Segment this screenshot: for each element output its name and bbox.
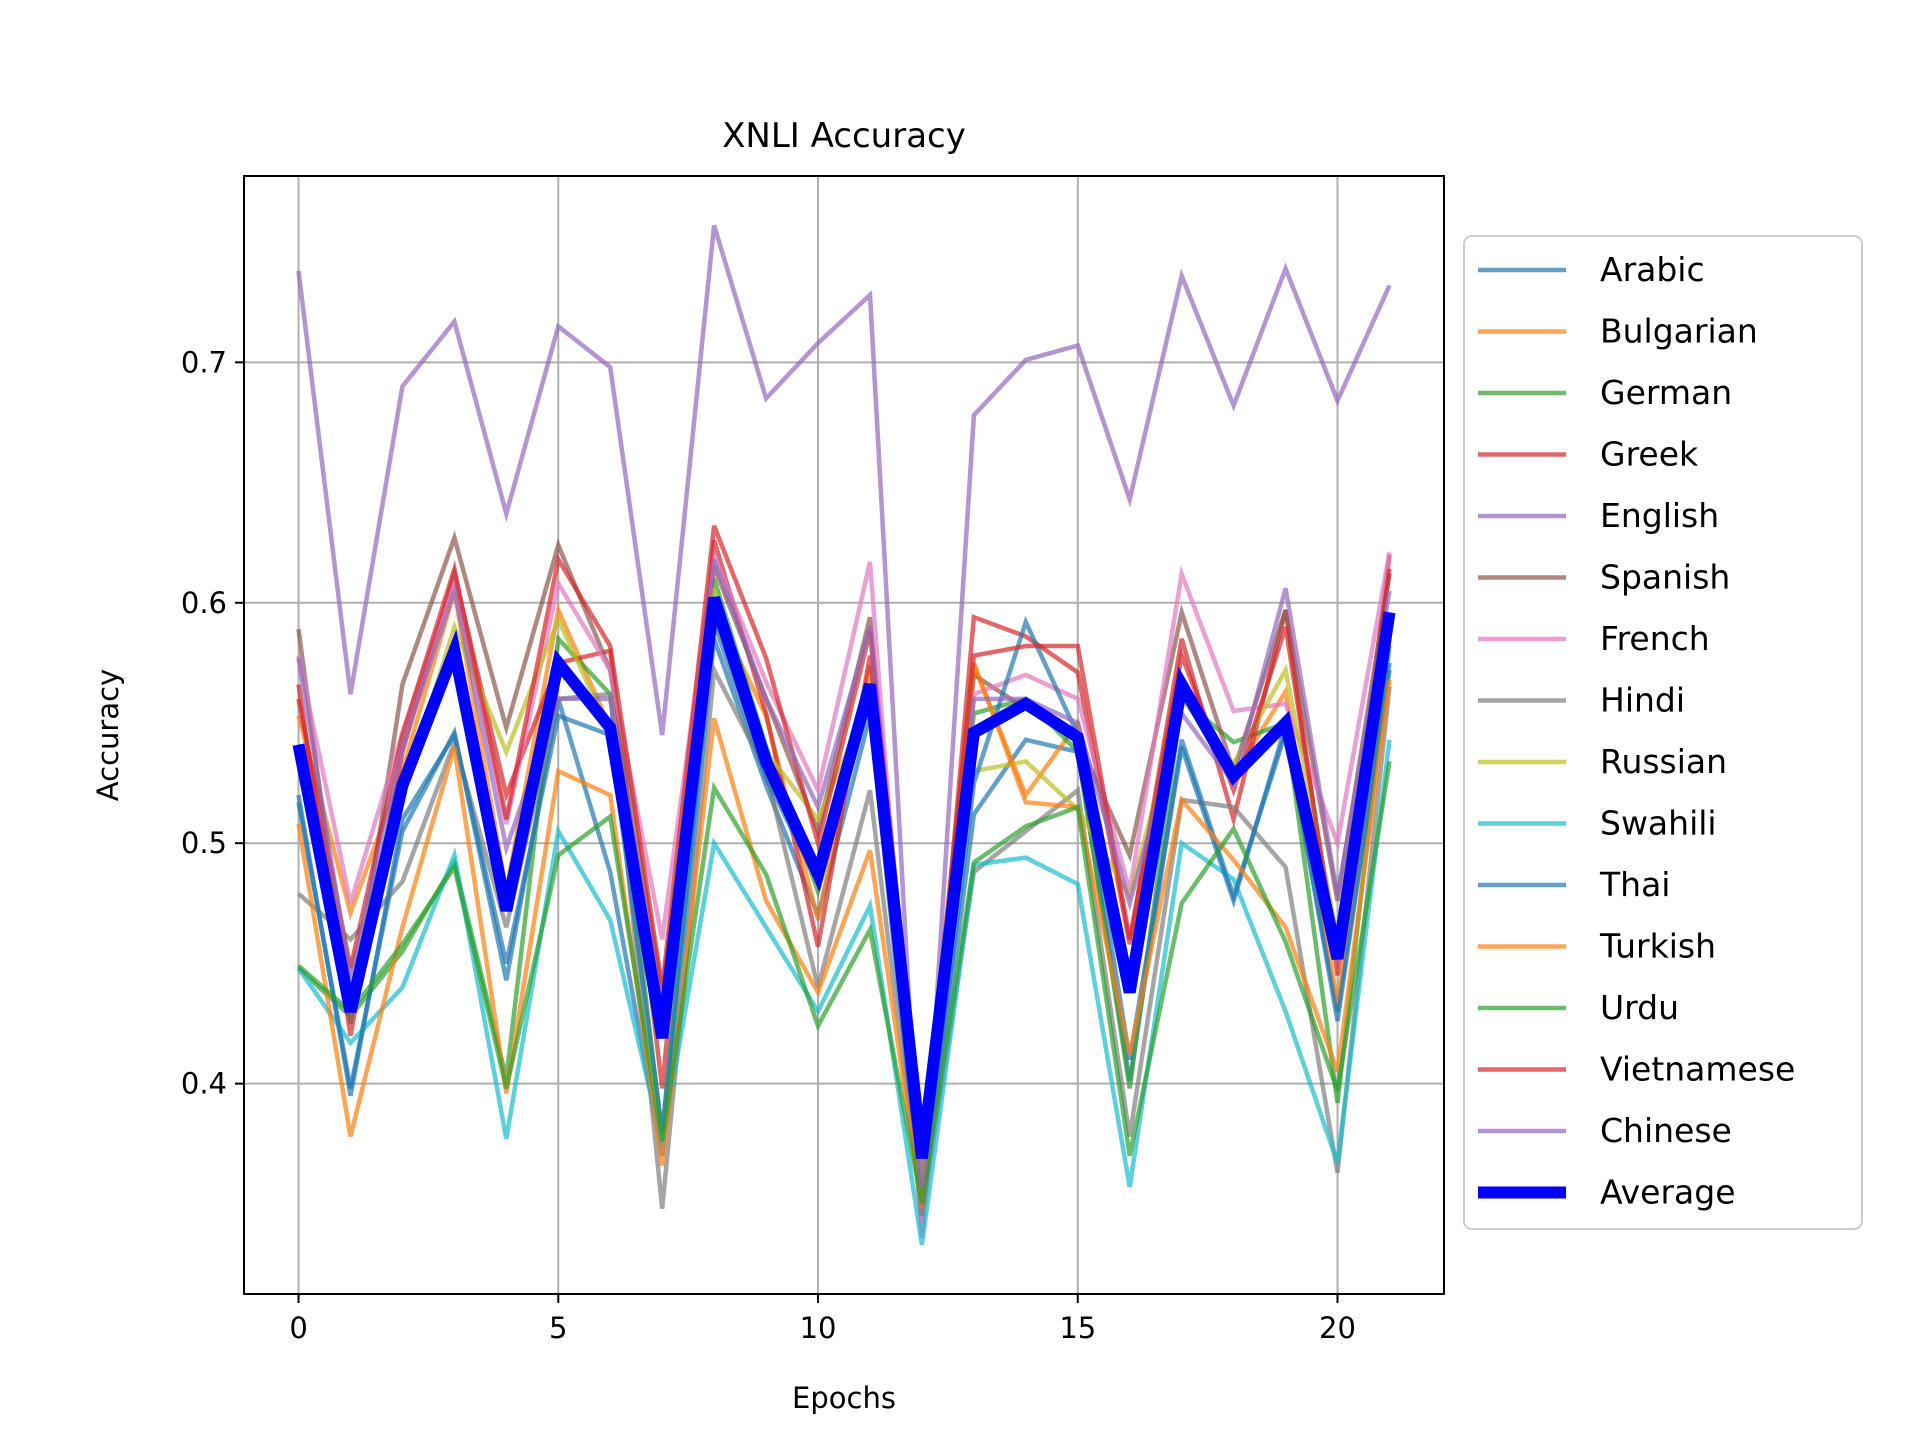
legend-label-german: German	[1600, 373, 1732, 412]
legend: Arabic Bulgarian German Greek English Spanish…	[1463, 235, 1863, 1230]
legend-label-chinese: Chinese	[1600, 1111, 1732, 1150]
legend-label-thai: Thai	[1599, 865, 1670, 904]
x-tick-label: 10	[800, 1311, 837, 1345]
legend-label-french: French	[1600, 619, 1710, 658]
legend-label-russian: Russian	[1600, 742, 1727, 781]
series-lines	[292, 224, 1396, 1246]
series-line-turkish	[296, 662, 1392, 1209]
legend-label-turkish: Turkish	[1599, 927, 1716, 966]
x-tick-label: 0	[289, 1311, 307, 1345]
y-tick-label: 0.6	[181, 586, 227, 620]
legend-label-greek: Greek	[1600, 435, 1699, 474]
legend-label-urdu: Urdu	[1600, 988, 1679, 1027]
legend-label-average: Average	[1600, 1173, 1736, 1212]
y-axis-label: Accuracy	[91, 669, 125, 801]
legend-label-vietnamese: Vietnamese	[1600, 1050, 1795, 1089]
y-tick-label: 0.4	[181, 1067, 227, 1101]
series-line-average	[292, 596, 1396, 1159]
legend-label-spanish: Spanish	[1600, 558, 1730, 597]
series-line-urdu	[297, 761, 1392, 1205]
series-line-english	[296, 224, 1392, 1233]
y-tick-label: 0.5	[181, 826, 227, 860]
legend-label-bulgarian: Bulgarian	[1600, 312, 1758, 351]
y-tick-label: 0.7	[181, 345, 227, 379]
legend-label-swahili: Swahili	[1600, 804, 1717, 843]
chart-title: XNLI Accuracy	[722, 116, 966, 156]
legend-label-arabic: Arabic	[1600, 250, 1705, 289]
x-tick-label: 15	[1059, 1311, 1096, 1345]
legend-label-english: English	[1600, 496, 1719, 535]
x-tick-label: 5	[549, 1311, 567, 1345]
legend-frame	[1463, 235, 1863, 1230]
plot-frame	[243, 175, 1445, 1295]
axis-ticks: 0 5 10 15 20 0.4 0.5 0.6 0.7	[181, 345, 1356, 1345]
x-tick-label: 20	[1319, 1311, 1356, 1345]
series-line-chinese	[296, 558, 1392, 1188]
x-axis-label: Epochs	[792, 1381, 896, 1415]
series-line-hindi	[297, 662, 1392, 1217]
legend-label-hindi: Hindi	[1600, 681, 1685, 720]
series-line-swahili	[296, 739, 1392, 1246]
